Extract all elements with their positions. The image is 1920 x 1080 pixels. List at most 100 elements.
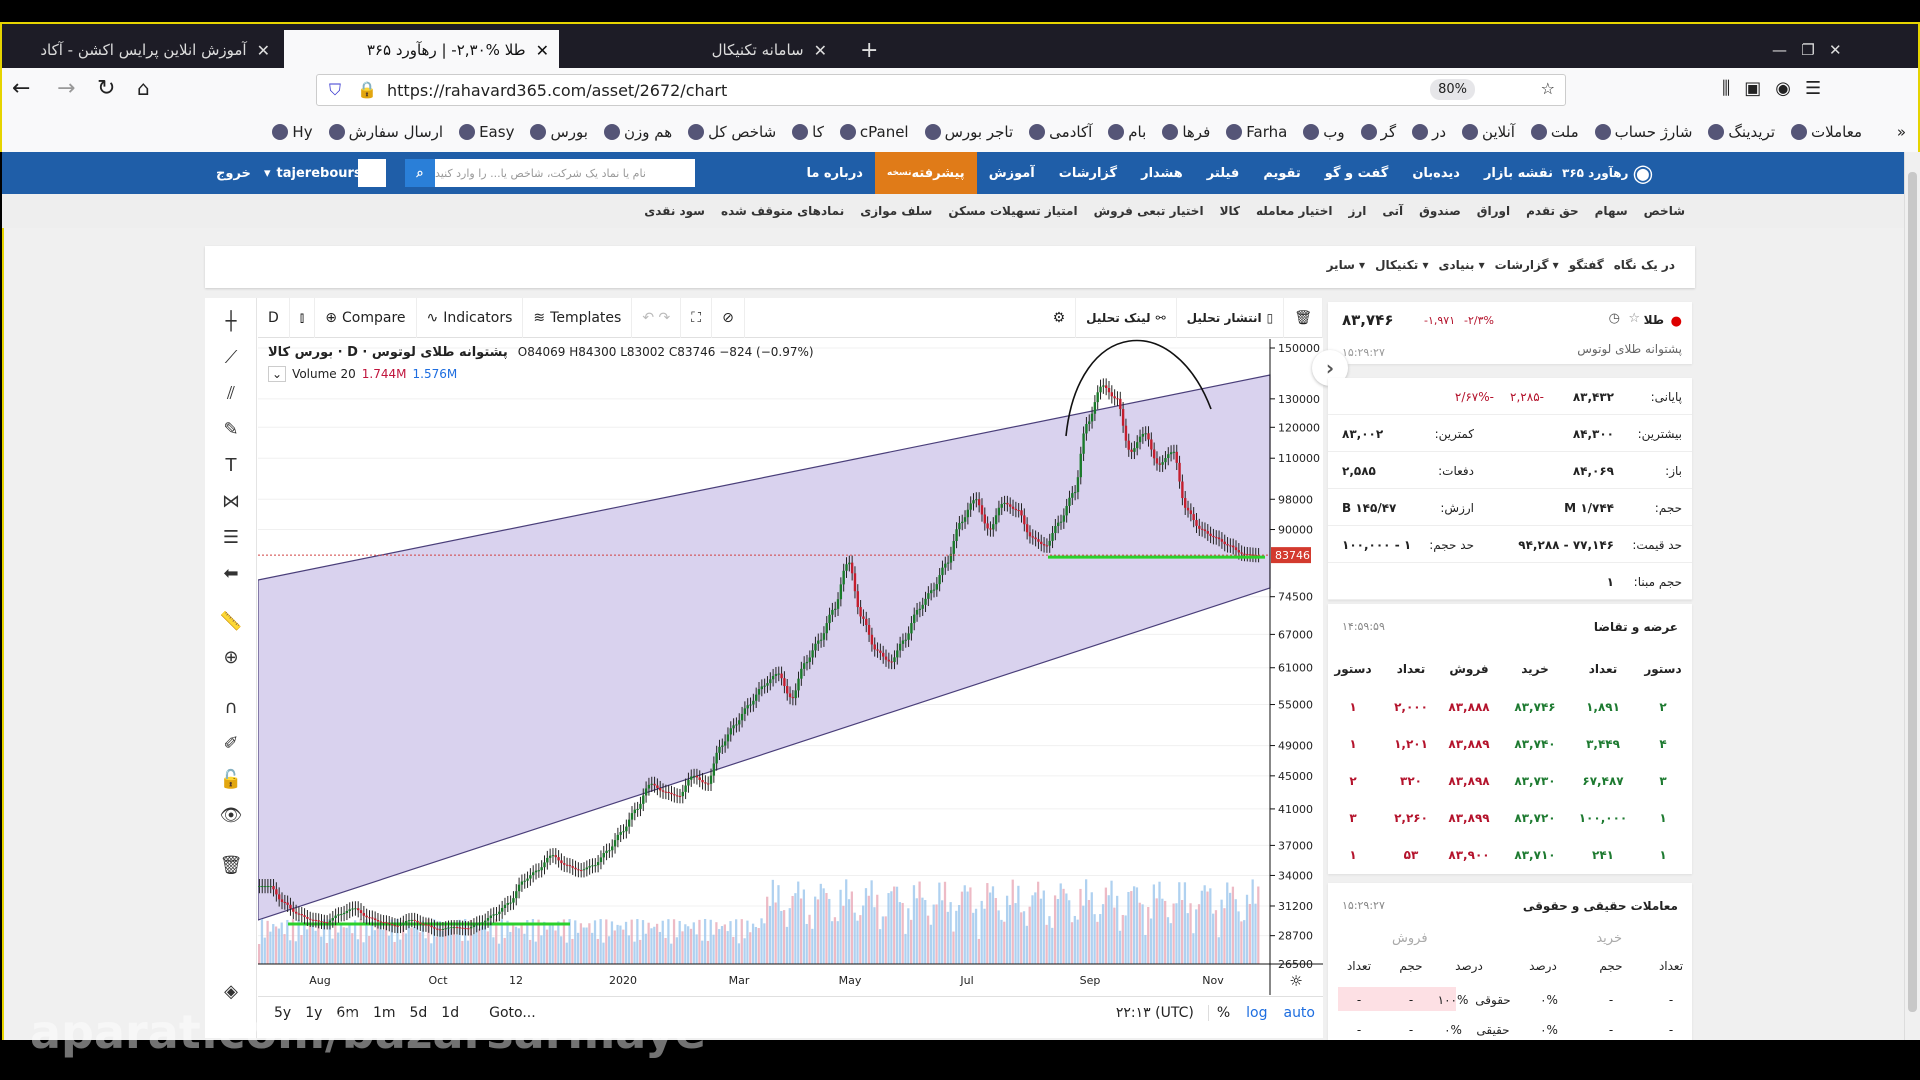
arrow-icon[interactable]: ⬅ xyxy=(223,563,239,584)
subnav-item[interactable]: حق تقدم xyxy=(1526,204,1579,218)
bookmark-item[interactable]: معاملات xyxy=(1791,123,1862,141)
bookmark-item[interactable]: Hy xyxy=(272,123,313,141)
publish-button[interactable]: انتشار تحلیل ▯ xyxy=(1177,297,1285,338)
nav-item[interactable]: هشدار xyxy=(1141,165,1183,181)
bookmark-item[interactable]: تاجر بورس xyxy=(924,123,1013,141)
range-button[interactable]: 1y xyxy=(305,1004,323,1021)
collapse-toggle[interactable]: ⌄ xyxy=(268,366,287,382)
asset-tab[interactable]: گفتگو xyxy=(1568,258,1604,272)
range-button[interactable]: 1m xyxy=(372,1004,396,1021)
subnav-item[interactable]: کالا xyxy=(1219,204,1240,218)
ruler-icon[interactable]: 📏 xyxy=(219,611,243,632)
page-scrollbar[interactable] xyxy=(1904,152,1920,1042)
trend-line-icon[interactable]: ⟋ xyxy=(224,347,238,368)
forward-icon[interactable]: → xyxy=(57,76,76,101)
interval-button[interactable]: D xyxy=(258,297,290,338)
undo-redo-icon[interactable]: ↶ ↷ xyxy=(632,297,682,338)
settings-icon[interactable]: ⚙ xyxy=(1043,297,1077,338)
history-icon[interactable]: ◷ xyxy=(1608,311,1620,326)
crosshair-icon[interactable]: ┼ xyxy=(225,311,237,332)
asset-tab[interactable]: در یک نگاه xyxy=(1613,258,1675,272)
log-toggle[interactable]: log xyxy=(1246,1004,1268,1021)
bookmark-item[interactable]: در xyxy=(1412,123,1446,141)
range-button[interactable]: 1d xyxy=(441,1004,460,1021)
back-icon[interactable]: ← xyxy=(12,76,31,101)
zoom-in-icon[interactable]: ⊕ xyxy=(223,647,239,668)
bookmark-item[interactable]: cPanel xyxy=(839,123,909,141)
nav-item[interactable]: گزارشات xyxy=(1058,165,1118,181)
bookmark-item[interactable]: ارسال سفارش xyxy=(328,123,443,141)
star-icon[interactable]: ☆ xyxy=(1628,311,1640,326)
bookmark-item[interactable]: هم وزن xyxy=(603,123,672,141)
reload-icon[interactable]: ↻ xyxy=(97,76,116,101)
browser-tab[interactable]: ✕ آموزش انلاین پرایس اکشن - آکاد xyxy=(40,40,270,60)
more-bookmarks-icon[interactable]: » xyxy=(1896,123,1906,141)
bookmark-item[interactable]: فرها xyxy=(1162,123,1210,141)
subnav-item[interactable]: سود نقدی xyxy=(644,204,705,218)
user-menu[interactable]: ▾ tajerebours xyxy=(264,165,362,181)
close-icon[interactable]: ✕ xyxy=(256,40,270,60)
nav-item[interactable]: درباره ما xyxy=(806,165,863,181)
pattern-icon[interactable]: ⋈ xyxy=(222,491,240,512)
price-chart[interactable]: 150000 130000 120000 110000 98000 90000 74500 6… xyxy=(258,339,1323,995)
subnav-item[interactable]: سلف موازی xyxy=(860,204,933,218)
search-icon[interactable]: ⌕ xyxy=(405,159,435,187)
site-logo[interactable]: رهآورد ۳۶۵ ◉ xyxy=(1562,159,1654,187)
nav-item[interactable]: نسخه پیشرفته xyxy=(874,152,977,194)
new-tab-button[interactable]: + xyxy=(860,37,879,63)
magnet-icon[interactable]: ∩ xyxy=(224,697,238,718)
bookmark-item[interactable]: تریدینگ xyxy=(1708,123,1775,141)
share-link-button[interactable]: لینک تحلیل ⚯ xyxy=(1076,297,1177,338)
bookmark-item[interactable]: کا xyxy=(792,123,824,141)
nav-item[interactable]: گفت و گو xyxy=(1324,165,1389,181)
bookmark-item[interactable]: Easy xyxy=(459,123,514,141)
trash-icon[interactable]: 🗑 xyxy=(219,855,243,876)
axis-settings-icon[interactable]: ☼ xyxy=(1289,972,1302,990)
logout-link[interactable]: خروج xyxy=(216,165,251,181)
percent-toggle[interactable]: % xyxy=(1216,1004,1231,1021)
bookmark-item[interactable]: آکادمی xyxy=(1029,123,1092,141)
browser-tab[interactable]: ✕ سامانه تکنیکال xyxy=(711,40,827,60)
nav-item[interactable]: دیده‌بان xyxy=(1412,165,1460,181)
subnav-item[interactable]: امتیاز تسهیلات مسکن xyxy=(948,204,1078,218)
range-button[interactable]: 6m xyxy=(336,1004,359,1021)
bookmark-item[interactable]: بورس xyxy=(530,123,588,141)
asset-tab[interactable]: سایر ▾ xyxy=(1326,258,1366,272)
zoom-level[interactable]: 80% xyxy=(1430,79,1475,100)
layers-icon[interactable]: ◈ xyxy=(224,981,238,1002)
bookmark-item[interactable]: Farha xyxy=(1226,123,1287,141)
subnav-item[interactable]: نمادهای متوقف شده xyxy=(720,204,845,218)
range-button[interactable]: 5y xyxy=(274,1004,292,1021)
subnav-item[interactable]: اختیار تبعی فروش xyxy=(1093,204,1204,218)
range-button[interactable]: 5d xyxy=(409,1004,428,1021)
compare-button[interactable]: ⊕ Compare xyxy=(315,297,417,338)
pencil-lock-icon[interactable]: ✐ xyxy=(223,733,239,754)
bookmark-item[interactable]: وب xyxy=(1303,123,1345,141)
nav-item[interactable]: آموزش xyxy=(988,165,1035,181)
asset-tab[interactable]: گزارشات ▾ xyxy=(1494,258,1559,272)
browser-tab-active[interactable]: ✕ طلا %۲,۳۰- | رهآورد ۳۶۵ xyxy=(284,30,559,70)
brush-icon[interactable]: ✎ xyxy=(223,419,239,440)
subnav-item[interactable]: شاخص xyxy=(1643,204,1685,218)
user-avatar[interactable] xyxy=(358,152,386,194)
fullscreen-icon[interactable]: ⛶ xyxy=(681,297,713,338)
asset-tab[interactable]: بنیادی ▾ xyxy=(1438,258,1485,272)
delete-icon[interactable]: 🗑 xyxy=(1284,297,1323,338)
subnav-item[interactable]: آتی xyxy=(1382,204,1404,218)
close-icon[interactable]: ✕ xyxy=(813,40,827,60)
auto-toggle[interactable]: auto xyxy=(1283,1004,1315,1021)
subnav-item[interactable]: سهام xyxy=(1594,204,1628,218)
address-bar[interactable]: ⛉ 🔒 https://rahavard365.com/asset/2672/c… xyxy=(316,74,1566,106)
candle-style-icon[interactable]: ⫾ xyxy=(290,297,316,338)
eye-icon[interactable]: 👁 xyxy=(219,805,243,826)
bookmark-item[interactable]: بام xyxy=(1108,123,1146,141)
templates-button[interactable]: ≋ Templates xyxy=(523,297,633,338)
browser-menu-icons[interactable]: ⫼▣◉☰ xyxy=(1722,78,1836,99)
search-input[interactable]: نام یا نماد یک شرکت، شاخص یا... را وارد … xyxy=(435,159,695,187)
subnav-item[interactable]: اختیار معامله xyxy=(1256,204,1333,218)
goto-button[interactable]: Goto... xyxy=(489,1004,536,1021)
nav-item[interactable]: تقویم xyxy=(1263,165,1301,181)
bookmark-item[interactable]: گر xyxy=(1360,123,1396,141)
subnav-item[interactable]: اوراق xyxy=(1476,204,1511,218)
subnav-item[interactable]: ارز xyxy=(1348,204,1367,218)
